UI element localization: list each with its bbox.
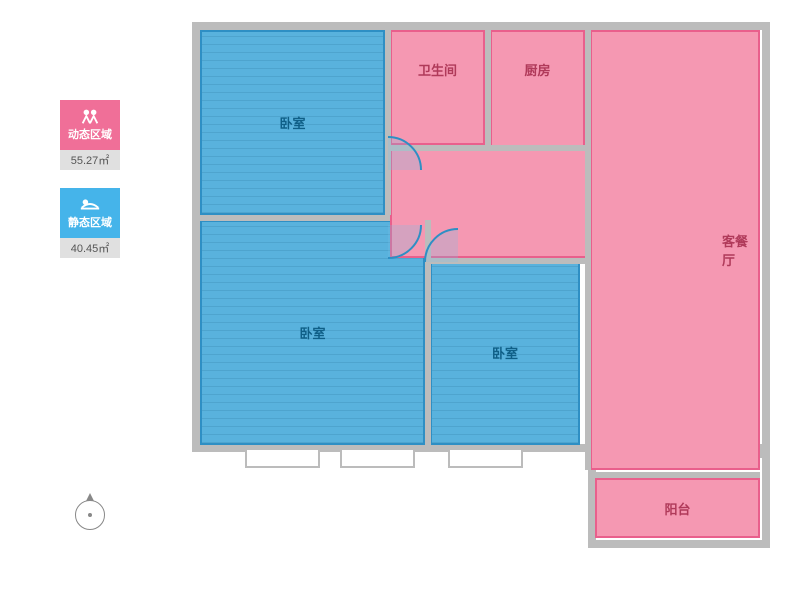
legend-dynamic-label: 动态区域 [68,126,112,142]
room-label-bathroom: 卫生间 [418,60,457,79]
legend-panel: 动态区域 55.27㎡ 静态区域 40.45㎡ [55,100,125,276]
window [340,448,415,468]
floorplan: 卧室卧室卧室卫生间厨房客餐厅阳台 [190,20,780,580]
room-label-bedroom-bl: 卧室 [299,323,325,342]
legend-static-value: 40.45㎡ [60,238,120,258]
room-label-bedroom-top: 卧室 [279,113,305,132]
room-balcony: 阳台 [595,478,760,538]
room-bedroom-top: 卧室 [200,30,385,215]
legend-dynamic-swatch: 动态区域 [60,100,120,150]
inner-wall [385,30,391,215]
people-icon [79,108,101,124]
room-living: 客餐厅 [590,30,760,470]
room-bathroom: 卫生间 [390,30,485,145]
window [245,448,320,468]
inner-wall [485,30,491,148]
legend-static-label: 静态区域 [68,214,112,230]
compass-icon [75,500,105,530]
room-label-living: 客餐厅 [722,231,758,269]
legend-static-swatch: 静态区域 [60,188,120,238]
inner-wall [590,472,760,478]
legend-dynamic-value: 55.27㎡ [60,150,120,170]
room-label-bedroom-br: 卧室 [492,343,518,362]
sleep-icon [79,196,101,212]
room-label-kitchen: 厨房 [524,60,550,79]
inner-wall [200,215,390,221]
room-bedroom-br: 卧室 [430,260,580,445]
inner-wall [585,30,591,470]
room-kitchen: 厨房 [490,30,585,160]
window [448,448,523,468]
legend-dynamic: 动态区域 55.27㎡ [55,100,125,170]
legend-static: 静态区域 40.45㎡ [55,188,125,258]
room-label-balcony: 阳台 [664,499,690,518]
